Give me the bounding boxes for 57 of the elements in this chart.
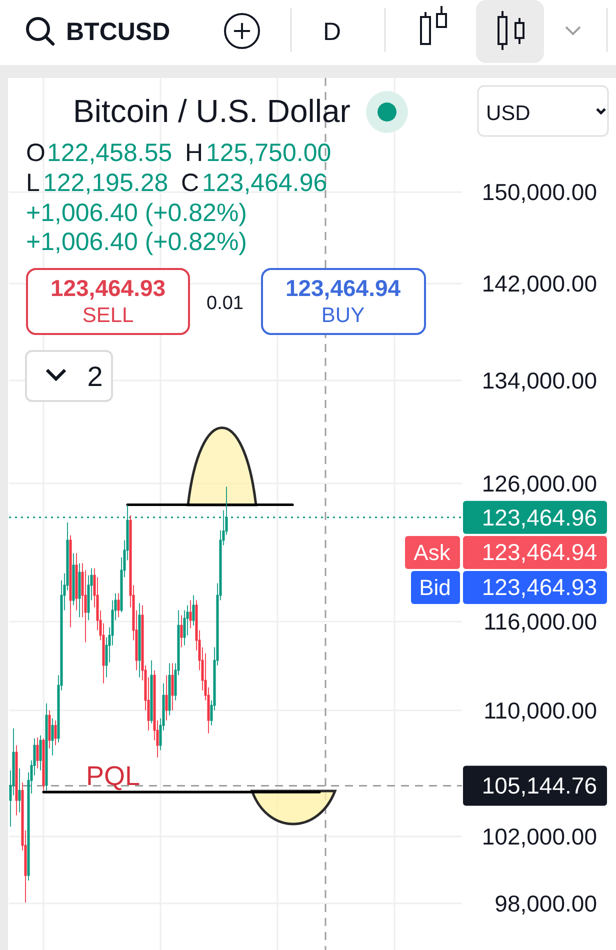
candlestick	[45, 702, 48, 791]
annotation: 123,464.94	[285, 275, 401, 301]
annotation: SELL	[82, 304, 134, 327]
y-tick-label: 150,000.00	[482, 179, 597, 206]
annotation: +1,006.40 (+0.82%)	[26, 228, 247, 256]
candlestick	[54, 720, 57, 746]
annotation: BUY	[321, 304, 365, 327]
text: 123,464.94	[482, 539, 598, 565]
annotation: 123,464.96	[202, 169, 328, 197]
y-tick-label: 142,000.00	[482, 270, 597, 297]
candlestick	[192, 594, 195, 626]
ref-line-label: 123,464.96	[482, 504, 597, 530]
annotation: 125,750.00	[206, 139, 332, 167]
annotation: L	[26, 169, 40, 197]
annotation: 2	[87, 361, 103, 392]
candlestick	[180, 614, 183, 648]
annotation: H	[185, 139, 204, 167]
series-label: PQL	[86, 761, 140, 792]
candlestick	[138, 602, 141, 678]
y-tick-label: 116,000.00	[484, 608, 597, 635]
annotation: O	[26, 139, 46, 167]
candlestick	[168, 662, 171, 716]
annotation: C	[181, 169, 200, 197]
candlestick	[189, 600, 192, 629]
candlestick	[78, 562, 81, 618]
y-tick-label: 102,000.00	[482, 823, 597, 850]
y-tick-label: 98,000.00	[494, 890, 597, 916]
candlestick	[51, 718, 54, 756]
y-tick-label: 134,000.00	[482, 368, 597, 394]
candlestick	[39, 734, 42, 771]
candlestick	[48, 710, 51, 749]
candlestick	[72, 552, 75, 606]
ref-line-label: 105,144.76	[482, 772, 597, 799]
candlestick	[69, 534, 72, 628]
candlestick	[75, 552, 78, 611]
text: BTCUSD	[66, 18, 170, 46]
text: D	[322, 18, 342, 46]
text: Bitcoin / U.S. Dollar	[73, 93, 351, 129]
y-tick-label: 110,000.00	[484, 697, 597, 724]
candlestick	[36, 736, 39, 769]
annotation: Ask	[414, 540, 452, 565]
annotation: +1,006.40 (+0.82%)	[26, 199, 247, 227]
annotation: 122,195.28	[43, 169, 168, 197]
candlestick	[117, 592, 120, 618]
annotation: 122,458.55	[47, 139, 172, 167]
candlestick	[165, 674, 168, 721]
candlestick	[171, 662, 174, 711]
annotation: 0.01	[206, 293, 244, 314]
candlestick	[150, 660, 153, 724]
candlestick	[18, 768, 21, 813]
text: 123,464.93	[482, 574, 597, 600]
annotation: Bid	[419, 575, 451, 600]
candlestick	[15, 744, 18, 816]
text: USD	[486, 102, 530, 125]
candlestick	[42, 738, 45, 791]
y-tick-label: 126,000.00	[482, 470, 597, 496]
annotation: 123,464.93	[50, 275, 166, 301]
